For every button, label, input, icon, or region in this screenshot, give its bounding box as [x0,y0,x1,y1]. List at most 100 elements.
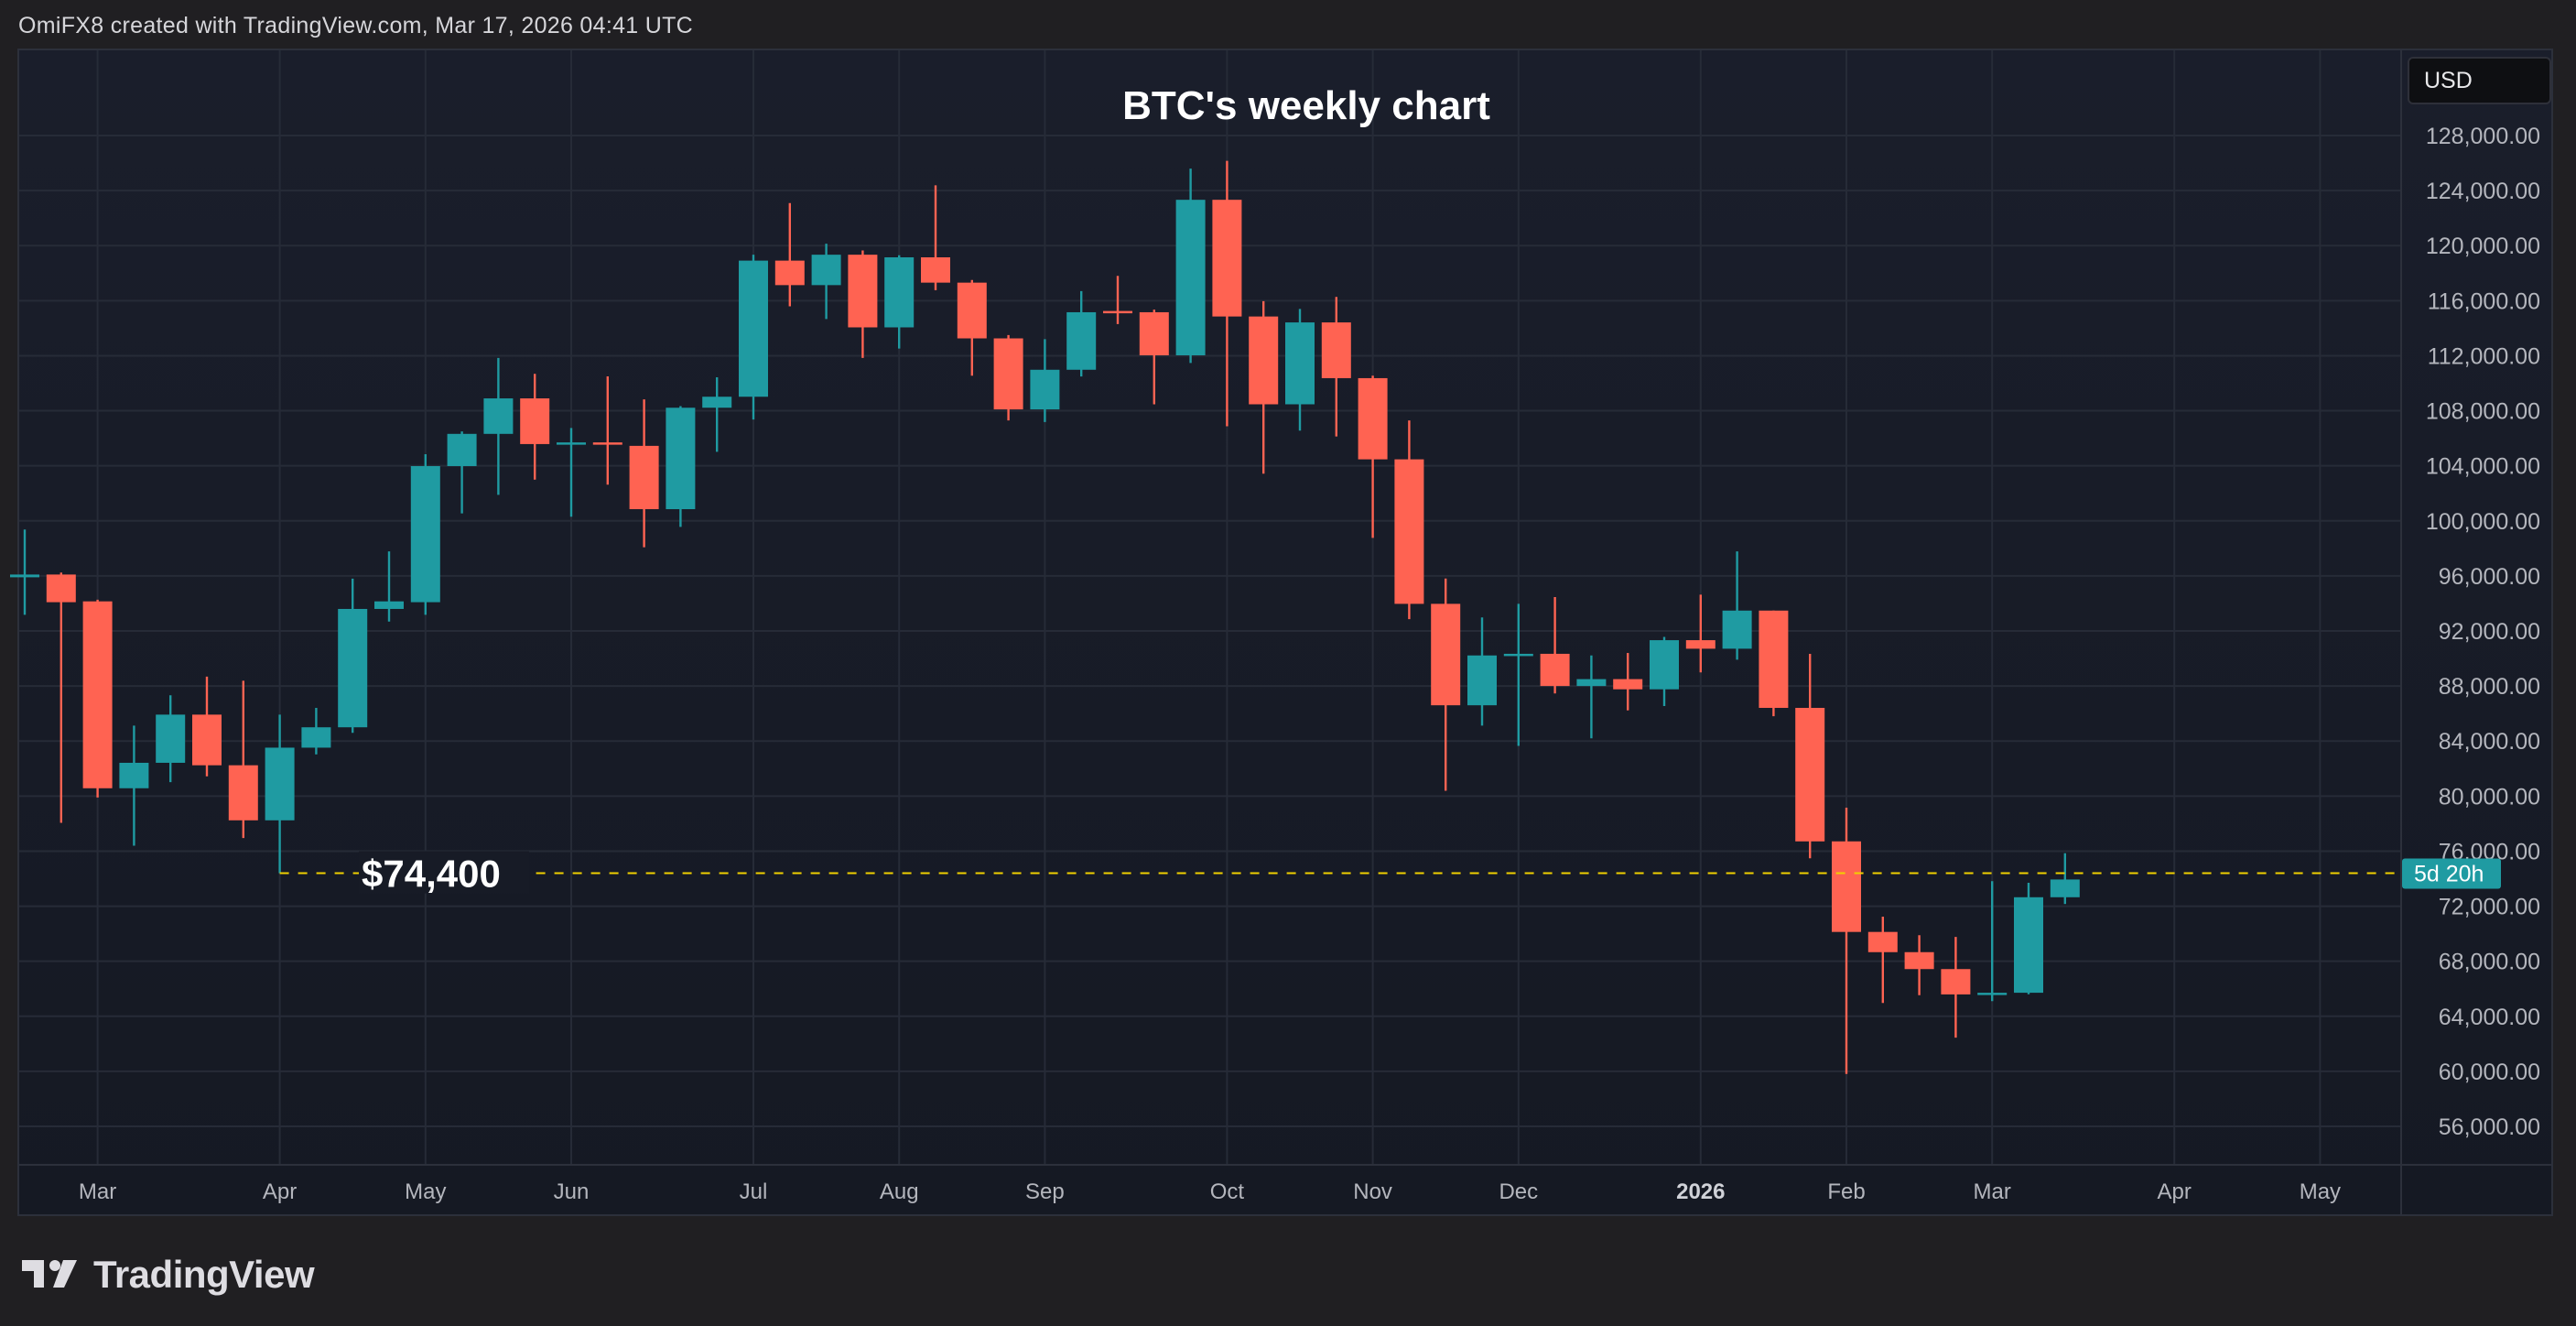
price-axis[interactable]: 56,000.00 60,000.00 64,000.00 68,000.00 72,0… [2402,124,2540,1140]
candle-body [82,601,113,788]
time-axis[interactable]: Mar Apr May Jun Jul Aug Sep Oct Nov Dec 2026 Feb Mar… [79,1179,2341,1204]
candle-body [119,762,149,788]
candle [82,599,113,798]
candle [374,551,404,622]
x-tick-label: Dec [1499,1179,1538,1204]
candle-body [774,260,805,286]
candle-body [1394,459,1424,604]
candle-body [520,398,550,444]
candle [520,374,550,480]
candle-body [957,282,987,339]
candle-body [2050,879,2080,897]
candle [483,357,514,495]
x-tick-label: Apr [2158,1179,2192,1204]
candle [884,255,915,349]
y-tick-label: 116,000.00 [2428,288,2540,314]
x-tick-label: Nov [1353,1179,1392,1204]
candle [1832,807,1861,1074]
x-tick-label: Mar [79,1179,116,1204]
candle-body [557,442,586,445]
candle [1759,610,1789,717]
candle [1139,310,1169,405]
candle-body [1941,969,1971,994]
candle-body [1467,655,1497,706]
candle [1431,578,1461,791]
y-tick-label: 96,000.00 [2439,564,2540,590]
x-tick-label: Feb [1827,1179,1865,1204]
candle [739,255,768,420]
x-tick-label: Jul [740,1179,768,1204]
candle-body [1358,377,1388,460]
candle-body [1139,311,1169,355]
x-tick-label: Oct [1210,1179,1245,1204]
candle-body [1650,640,1679,690]
candle [156,695,186,783]
candle-body [410,465,440,603]
y-tick-label: 64,000.00 [2439,1005,2540,1030]
y-tick-label: 72,000.00 [2439,895,2540,920]
candle [1650,636,1679,707]
annotation-layer: $74,400 [279,851,2401,896]
y-tick-label: 100,000.00 [2426,509,2540,535]
x-tick-label: Sep [1025,1179,1065,1204]
candle [192,676,222,777]
candle-body [192,714,222,766]
currency-button[interactable]: USD [2408,57,2551,104]
candle [592,375,622,485]
candle-body [1321,322,1351,378]
y-tick-label: 60,000.00 [2439,1060,2540,1085]
candle-body [156,714,186,763]
candle-body [1503,653,1533,657]
candle [46,572,76,823]
x-tick-label: May [405,1179,446,1204]
y-tick-label: 68,000.00 [2439,950,2540,975]
candle-body [592,442,622,445]
chart-panel [17,49,2553,1216]
candle [1467,617,1497,726]
candle [921,185,950,290]
candle-body [1212,200,1242,317]
candle [1977,881,2008,1002]
currency-label: USD [2424,68,2473,93]
candle [629,399,659,548]
candle [1613,653,1643,711]
candle-body [265,747,295,821]
candle [1175,168,1206,364]
candle-body [848,255,878,328]
candle-body [1066,311,1097,370]
y-tick-label: 104,000.00 [2426,454,2540,480]
y-tick-label: 124,000.00 [2426,179,2540,204]
x-tick-label: Apr [263,1179,297,1204]
candle-body [1613,679,1643,690]
y-tick-label: 128,000.00 [2426,124,2540,149]
candle [1503,603,1533,746]
y-tick-label: 88,000.00 [2439,674,2540,700]
candle-body [666,408,696,510]
x-tick-label: May [2300,1179,2341,1204]
candle [338,578,368,734]
tradingview-logo[interactable]: TradingView [22,1253,315,1297]
candle [265,714,295,874]
candle [1321,297,1351,437]
candle-body [1867,931,1898,952]
y-tick-label: 120,000.00 [2426,234,2540,259]
candle-body [1540,653,1570,687]
candle [1358,375,1388,538]
candle [1394,420,1424,620]
candle [1249,300,1279,474]
candle-body [1722,610,1752,649]
candle [1867,916,1898,1004]
candle [774,202,805,307]
candle [301,708,331,755]
y-tick-label: 92,000.00 [2439,619,2540,645]
candle [1722,551,1752,660]
candle-body [1977,993,2008,995]
countdown-label: 5d 20h [2414,862,2484,887]
candle-body [1576,679,1607,687]
tradingview-logo-icon [22,1260,77,1288]
x-tick-label: Mar [1974,1179,2011,1204]
candle [2050,853,2080,905]
candle [1030,339,1060,422]
x-tick-label: Aug [880,1179,919,1204]
